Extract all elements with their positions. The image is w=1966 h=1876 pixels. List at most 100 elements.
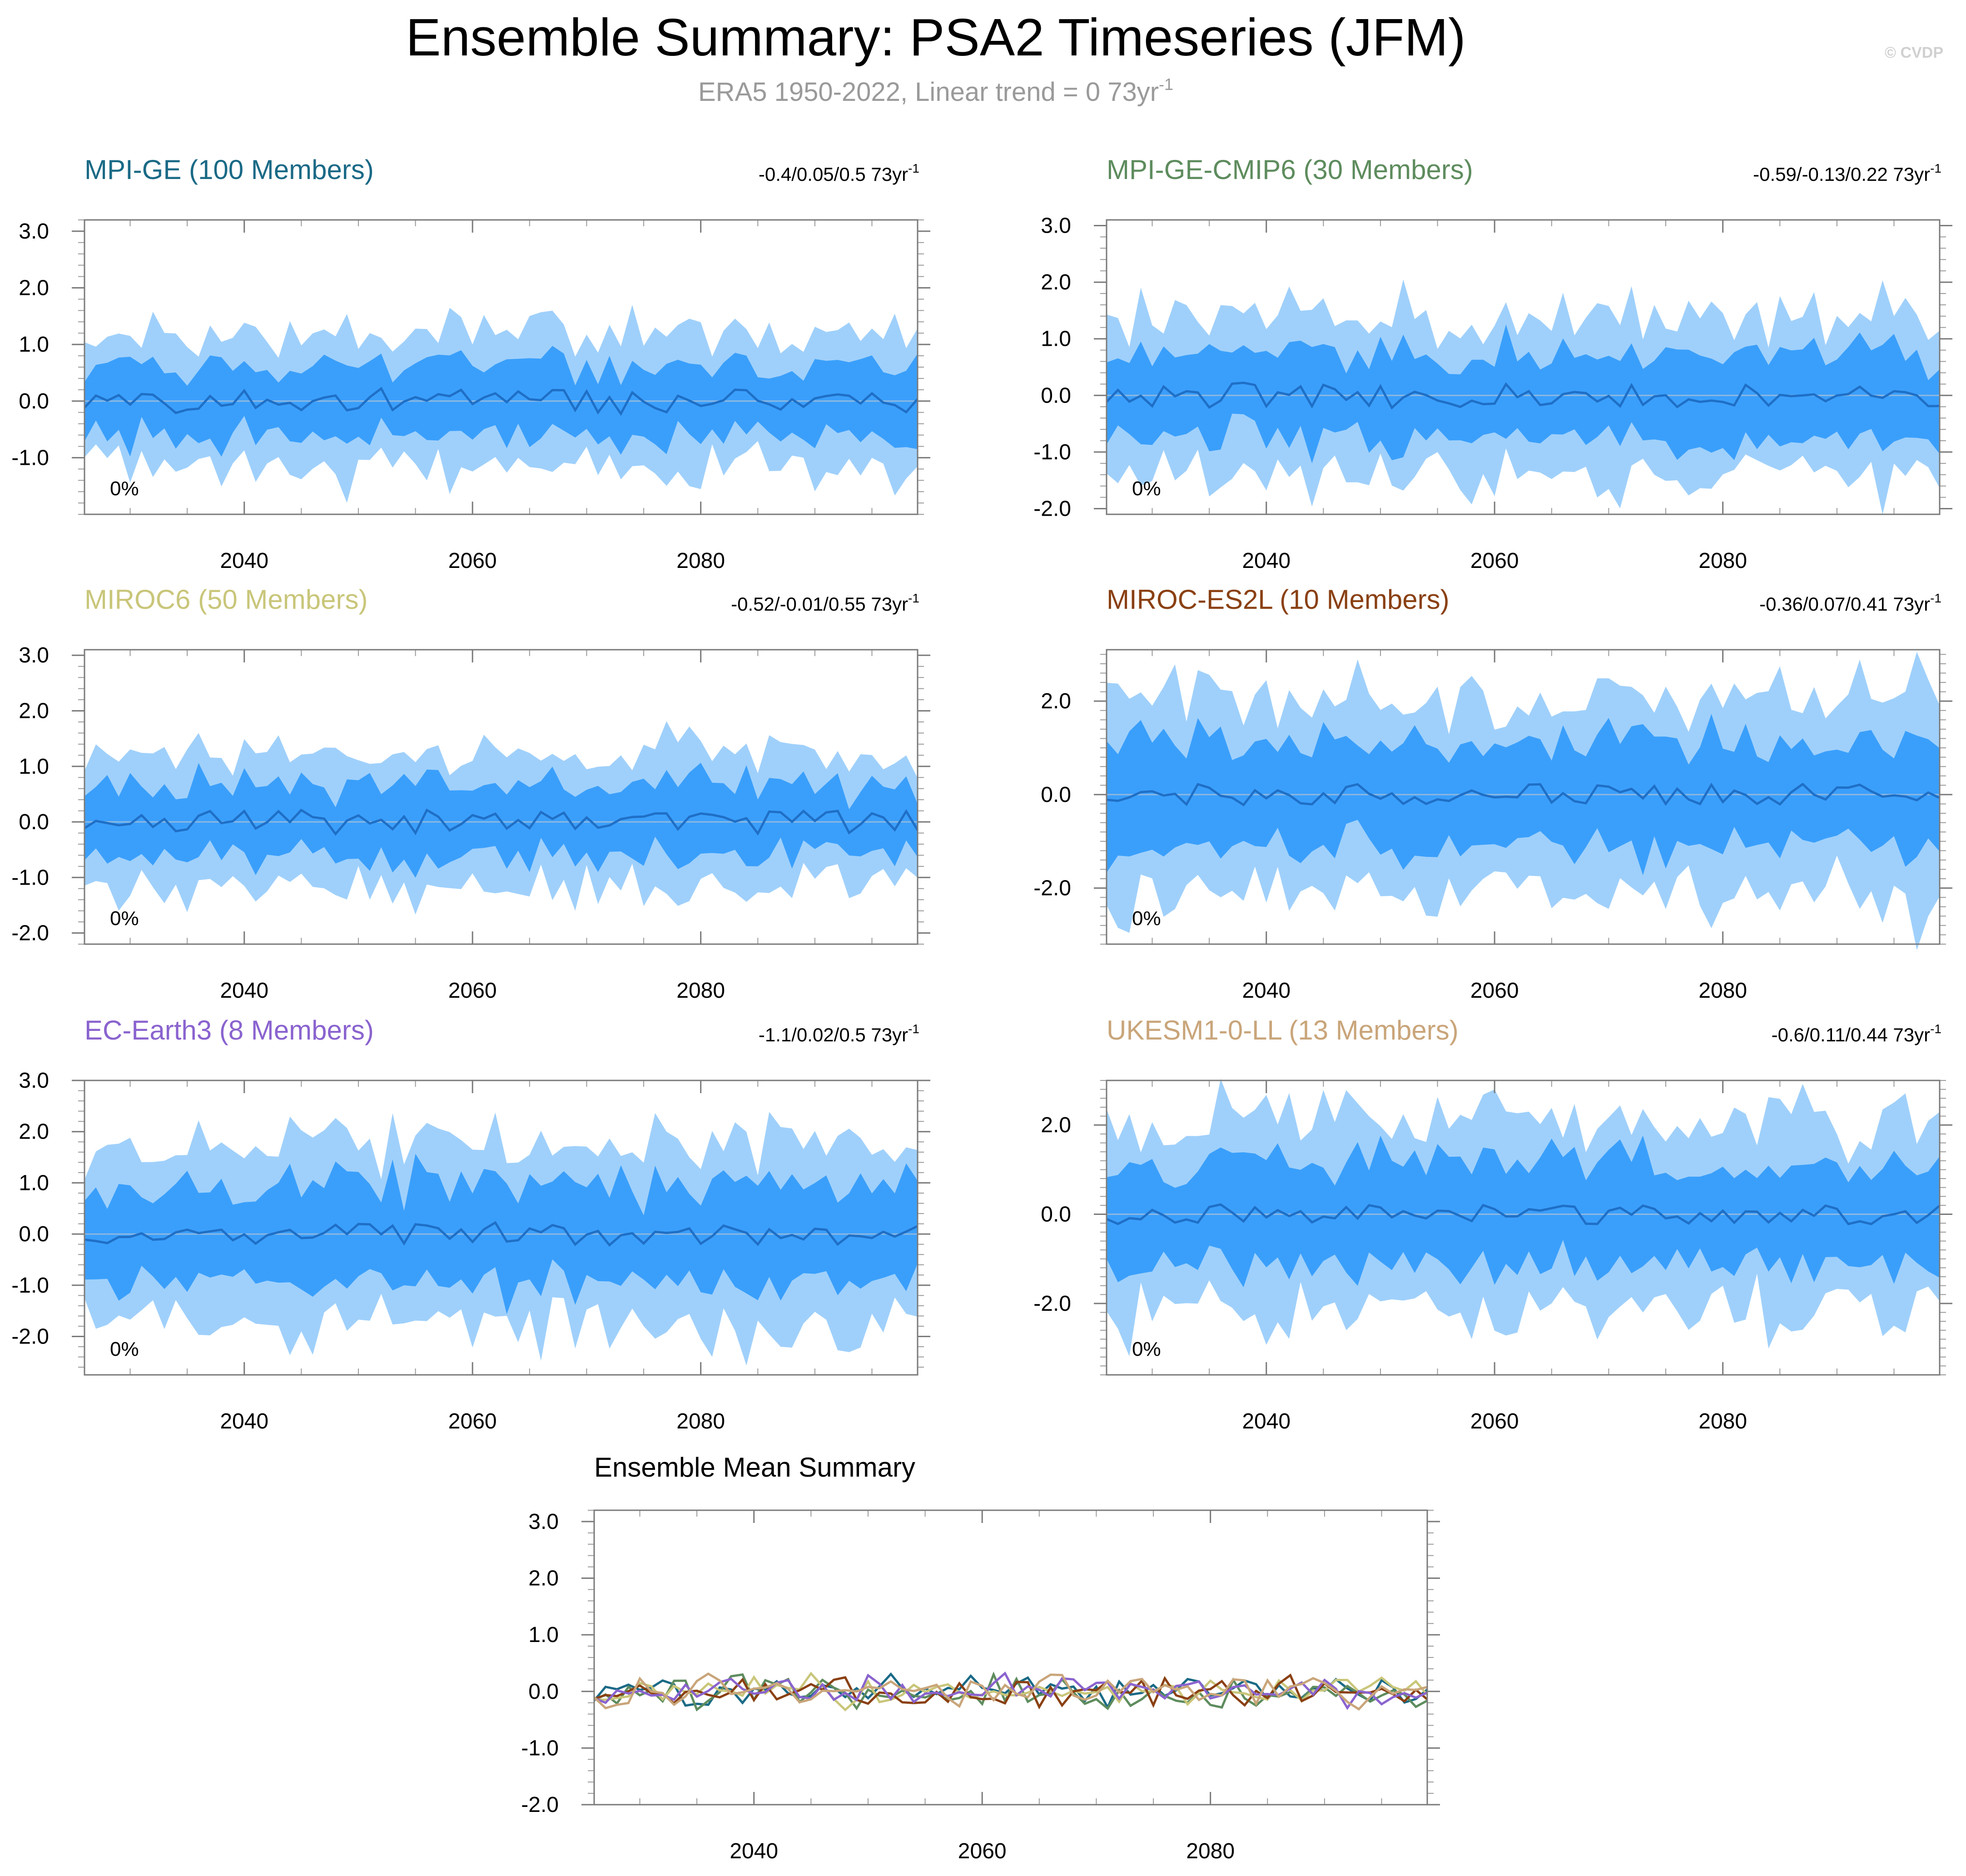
panel-6-y-tick-label: 2.0 bbox=[1041, 1113, 1071, 1137]
panel-3-y-tick-label: -2.0 bbox=[11, 921, 49, 945]
panel-6-inner-band bbox=[1107, 1135, 1940, 1288]
panel-3-y-tick-label: -1.0 bbox=[11, 866, 49, 890]
panel-1-title: MPI-GE (100 Members) bbox=[84, 154, 374, 185]
summary-x-tick-label: 2060 bbox=[958, 1839, 1007, 1863]
summary-y-tick-label: 1.0 bbox=[528, 1623, 559, 1647]
panel-3: 3.0 2.0 1.0 0.0 -1.0 -2.0 2040 2060 2080 MIROC6 (… bbox=[11, 584, 930, 1003]
panel-5-y-tick-label: 0.0 bbox=[19, 1222, 49, 1246]
panel-2-y-tick-label: -1.0 bbox=[1033, 440, 1071, 464]
panel-2-x-tick-label: 2060 bbox=[1470, 549, 1519, 573]
panel-2-mean-line bbox=[1106, 381, 1940, 410]
panel-1-x-tick-label: 2080 bbox=[676, 549, 725, 573]
panel-2-trend-stats: -0.59/-0.13/0.22 73yr-1 bbox=[1753, 161, 1941, 185]
panel-5-trend-stats: -1.1/0.02/0.5 73yr-1 bbox=[759, 1022, 919, 1045]
panel-3-y-tick-label: 0.0 bbox=[19, 810, 49, 834]
panel-2-title: MPI-GE-CMIP6 (30 Members) bbox=[1107, 154, 1473, 185]
panel-2-y-tick-label: 1.0 bbox=[1041, 327, 1071, 351]
panel-4-y-tick-label: -2.0 bbox=[1033, 876, 1071, 901]
panel-2-x-tick-label: 2040 bbox=[1242, 549, 1291, 573]
panel-2-x-tick-label: 2080 bbox=[1698, 549, 1747, 573]
summary-y-tick-label: -1.0 bbox=[521, 1736, 559, 1760]
panel-6-plot-frame bbox=[1106, 1080, 1941, 1376]
panel-6-trend-stats: -0.6/0.11/0.44 73yr-1 bbox=[1772, 1022, 1941, 1045]
panel-6: 2.0 0.0 -2.0 2040 2060 2080 UKESM1-0-LL (13 Me… bbox=[1033, 1015, 1952, 1433]
panel-5-plot-frame bbox=[84, 1080, 918, 1376]
cvdp-credit: © CVDP bbox=[1885, 44, 1943, 61]
panel-5-y-tick-label: -2.0 bbox=[11, 1324, 49, 1349]
panel-1-percent-label: 0% bbox=[110, 478, 139, 500]
panel-2-y-tick-label: 3.0 bbox=[1041, 214, 1071, 238]
summary-y-tick-label: 0.0 bbox=[528, 1680, 559, 1704]
panel-6-x-tick-label: 2080 bbox=[1698, 1409, 1747, 1433]
panel-3-trend-stats: -0.52/-0.01/0.55 73yr-1 bbox=[731, 591, 919, 615]
summary-plot-frame bbox=[593, 1509, 1428, 1806]
summary-line-6 bbox=[593, 1672, 1428, 1711]
panel-1-y-tick-label: 1.0 bbox=[19, 333, 49, 357]
panel-5-title: EC-Earth3 (8 Members) bbox=[84, 1015, 374, 1045]
panel-3-x-tick-label: 2080 bbox=[676, 979, 725, 1003]
panel-3-mean-line bbox=[84, 808, 919, 836]
panel-1-mean-line bbox=[84, 387, 918, 416]
panel-5-x-tick-label: 2040 bbox=[220, 1409, 268, 1433]
panel-5: 3.0 2.0 1.0 0.0 -1.0 -2.0 2040 2060 2080 EC-Earth… bbox=[11, 1015, 930, 1433]
panel-2-y-tick-label: 2.0 bbox=[1041, 270, 1071, 294]
panel-6-mean-line bbox=[1106, 1203, 1941, 1225]
panel-6-y-tick-label: -2.0 bbox=[1033, 1292, 1071, 1316]
panel-1-y-tick-label: -1.0 bbox=[11, 446, 49, 470]
panel-5-x-tick-label: 2080 bbox=[676, 1409, 725, 1433]
summary-x-tick-label: 2040 bbox=[730, 1839, 778, 1863]
figure-subtitle: ERA5 1950-2022, Linear trend = 0 73yr-1 bbox=[698, 75, 1173, 107]
panel-3-plot-frame bbox=[84, 649, 918, 945]
panel-3-y-tick-label: 2.0 bbox=[19, 699, 49, 723]
panel-3-x-tick-label: 2060 bbox=[448, 979, 497, 1003]
summary-panel: 3.0 2.0 1.0 0.0 -1.0 -2.0 2040 2060 2080 Ensemble… bbox=[521, 1452, 1440, 1863]
panel-2-plot-frame bbox=[1106, 219, 1941, 515]
panel-4-x-tick-label: 2080 bbox=[1698, 979, 1747, 1003]
panel-3-title: MIROC6 (50 Members) bbox=[84, 584, 367, 615]
panel-5-percent-label: 0% bbox=[110, 1338, 139, 1360]
panel-6-x-tick-label: 2060 bbox=[1470, 1409, 1519, 1433]
panel-4-trend-stats: -0.36/0.07/0.41 73yr-1 bbox=[1759, 591, 1941, 615]
panel-3-y-tick-label: 1.0 bbox=[19, 755, 49, 779]
panel-3-y-tick-label: 3.0 bbox=[19, 643, 49, 667]
panel-4-x-tick-label: 2060 bbox=[1470, 979, 1519, 1003]
panel-5-x-tick-label: 2060 bbox=[448, 1409, 497, 1433]
panel-6-y-tick-label: 0.0 bbox=[1041, 1203, 1071, 1227]
figure-title: Ensemble Summary: PSA2 Timeseries (JFM) bbox=[406, 8, 1465, 67]
panel-4-title: MIROC-ES2L (10 Members) bbox=[1107, 584, 1450, 615]
panel-5-y-tick-label: 2.0 bbox=[19, 1120, 49, 1144]
panel-5-y-tick-label: -1.0 bbox=[11, 1274, 49, 1298]
panel-1-x-tick-label: 2060 bbox=[448, 549, 497, 573]
summary-line-4 bbox=[594, 1673, 1428, 1710]
summary-title: Ensemble Mean Summary bbox=[594, 1452, 915, 1483]
summary-y-tick-label: 3.0 bbox=[528, 1510, 559, 1534]
panel-1-plot-frame bbox=[84, 219, 918, 515]
panel-5-mean-line bbox=[84, 1221, 918, 1247]
panel-4: 2.0 0.0 -2.0 2040 2060 2080 MIROC-ES2L (10 Mem… bbox=[1033, 584, 1952, 1003]
panel-4-percent-label: 0% bbox=[1132, 907, 1161, 930]
panel-4-plot-frame bbox=[1106, 649, 1941, 945]
panel-4-mean-line bbox=[1106, 782, 1941, 806]
panel-1: 3.0 2.0 1.0 0.0 -1.0 2040 2060 2080 MPI-GE (100 … bbox=[11, 154, 930, 573]
panel-1-x-tick-label: 2040 bbox=[220, 549, 268, 573]
panel-6-x-tick-label: 2040 bbox=[1242, 1409, 1291, 1433]
panel-4-y-tick-label: 0.0 bbox=[1041, 783, 1071, 807]
panel-4-y-tick-label: 2.0 bbox=[1041, 689, 1071, 713]
panel-5-y-tick-label: 3.0 bbox=[19, 1069, 49, 1093]
panel-1-y-tick-label: 3.0 bbox=[19, 219, 49, 244]
summary-y-tick-label: 2.0 bbox=[528, 1567, 559, 1591]
panel-3-x-tick-label: 2040 bbox=[220, 979, 268, 1003]
panel-5-y-tick-label: 1.0 bbox=[19, 1171, 49, 1195]
summary-x-tick-label: 2080 bbox=[1186, 1839, 1235, 1863]
panel-6-title: UKESM1-0-LL (13 Members) bbox=[1107, 1015, 1459, 1045]
panel-2-y-tick-label: 0.0 bbox=[1041, 383, 1071, 408]
panel-2-percent-label: 0% bbox=[1132, 478, 1161, 500]
panel-6-percent-label: 0% bbox=[1132, 1338, 1161, 1360]
panel-4-x-tick-label: 2040 bbox=[1242, 979, 1291, 1003]
panel-1-y-tick-label: 0.0 bbox=[19, 389, 49, 413]
panel-1-trend-stats: -0.4/0.05/0.5 73yr-1 bbox=[759, 161, 919, 185]
panel-2-y-tick-label: -2.0 bbox=[1033, 497, 1071, 521]
summary-y-tick-label: -2.0 bbox=[521, 1793, 559, 1817]
panel-2: 3.0 2.0 1.0 0.0 -1.0 -2.0 2040 2060 2080 MPI-GE-C… bbox=[1033, 154, 1952, 573]
